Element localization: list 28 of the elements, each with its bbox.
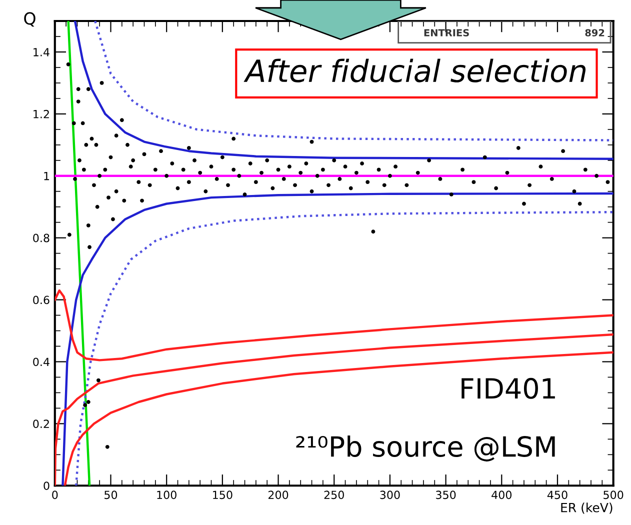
line-series [94, 21, 614, 142]
annotation: 892 [585, 29, 604, 36]
x-tick-label: 100 [157, 490, 176, 500]
x-tick-label: 500 [604, 490, 624, 500]
x-tick-label: 300 [380, 490, 400, 500]
annotation: ²¹⁰Pb source @LSM [296, 436, 555, 462]
y-tick-label: 1 [44, 172, 50, 180]
x-tick-label: 200 [268, 490, 288, 500]
x-tick-label: 450 [547, 490, 568, 500]
x-tick-label: 400 [492, 490, 512, 500]
y-tick-label: 1.2 [34, 110, 49, 118]
y-axis-title: Q [24, 12, 36, 27]
y-tick-label: 0 [44, 482, 50, 490]
y-tick-label: 1.4 [34, 48, 50, 56]
y-tick-label: 0.6 [33, 296, 50, 304]
x-tick-label: 150 [213, 490, 232, 500]
x-tick-label: 250 [324, 490, 344, 500]
x-tick-label: 350 [436, 490, 456, 500]
x-axis-title: ER (keV) [561, 502, 612, 514]
y-tick-label: 0.8 [33, 234, 50, 242]
line-series [54, 289, 614, 362]
y-tick-label: 0.2 [33, 420, 49, 428]
annotation: ENTRIES [424, 29, 469, 36]
x-tick-label: 50 [104, 490, 118, 500]
y-tick-label: 0.4 [33, 358, 50, 366]
x-tick-label: 0 [52, 490, 58, 500]
annotation: After fiducial selection [244, 58, 586, 82]
annotation: FID401 [462, 378, 555, 399]
